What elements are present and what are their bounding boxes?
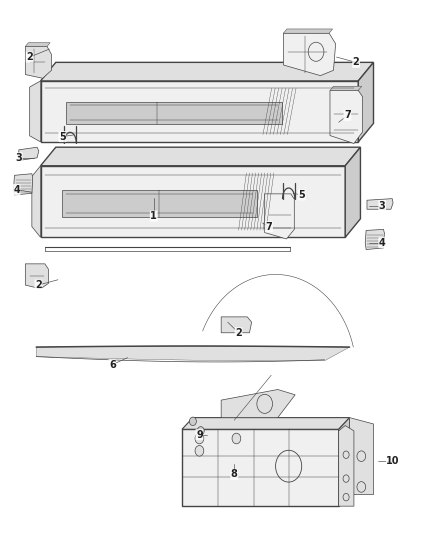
Polygon shape: [339, 425, 354, 506]
Polygon shape: [25, 264, 48, 289]
Polygon shape: [41, 81, 358, 142]
Text: 10: 10: [386, 456, 400, 466]
Circle shape: [197, 426, 204, 435]
Polygon shape: [221, 317, 252, 333]
Text: 4: 4: [13, 184, 20, 195]
Circle shape: [189, 417, 196, 425]
Polygon shape: [358, 62, 374, 142]
Polygon shape: [345, 147, 360, 237]
Polygon shape: [41, 62, 374, 81]
Polygon shape: [221, 390, 295, 418]
Polygon shape: [330, 86, 362, 91]
Text: 4: 4: [379, 238, 385, 248]
Text: 6: 6: [109, 360, 116, 369]
Text: 7: 7: [344, 110, 351, 120]
Text: 5: 5: [59, 132, 66, 142]
Polygon shape: [367, 199, 393, 209]
Polygon shape: [182, 418, 350, 429]
Polygon shape: [32, 166, 41, 237]
Text: 2: 2: [353, 58, 360, 67]
Text: 3: 3: [379, 200, 385, 211]
Text: 2: 2: [35, 280, 42, 290]
Polygon shape: [36, 346, 350, 361]
Polygon shape: [19, 147, 39, 160]
Text: 3: 3: [15, 153, 22, 163]
Polygon shape: [25, 46, 51, 78]
Polygon shape: [365, 229, 385, 249]
Circle shape: [195, 446, 204, 456]
Polygon shape: [283, 29, 332, 33]
Text: 1: 1: [150, 211, 157, 221]
Polygon shape: [350, 418, 374, 495]
Circle shape: [232, 433, 241, 444]
Text: 9: 9: [196, 430, 203, 440]
Polygon shape: [41, 166, 345, 237]
Text: 2: 2: [235, 328, 242, 338]
Text: 2: 2: [26, 52, 33, 62]
Polygon shape: [25, 43, 50, 46]
Polygon shape: [41, 147, 360, 166]
Polygon shape: [283, 33, 336, 76]
Polygon shape: [30, 81, 41, 142]
Text: 7: 7: [266, 222, 272, 232]
Polygon shape: [182, 429, 339, 506]
Polygon shape: [339, 418, 350, 506]
Polygon shape: [330, 91, 363, 143]
Circle shape: [195, 433, 204, 444]
Polygon shape: [14, 174, 33, 195]
Polygon shape: [265, 194, 294, 239]
Text: 5: 5: [298, 190, 305, 200]
Polygon shape: [62, 190, 257, 217]
Polygon shape: [66, 102, 282, 124]
Text: 8: 8: [231, 470, 238, 479]
